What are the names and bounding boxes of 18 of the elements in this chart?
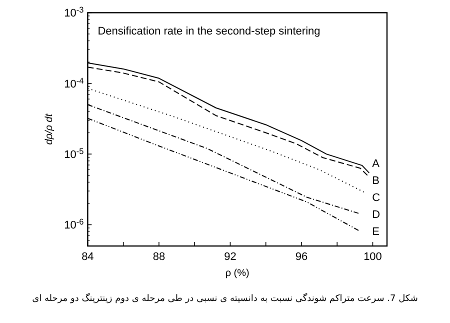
x-axis-title: ρ (%) xyxy=(225,268,250,279)
series-label: B xyxy=(372,174,380,187)
series-label: E xyxy=(372,226,380,238)
series-label: A xyxy=(372,158,380,170)
y-axis-title: dρ/ρ dt xyxy=(44,112,55,145)
x-tick-label: 84 xyxy=(82,251,94,263)
text: شکل 7. سرعت متراکم شوندگی نسبت به دانسیته ی نسبی در طی مرحله ی دوم زینترینگ دو مرحله ای xyxy=(32,292,418,304)
series-label: C xyxy=(372,192,380,204)
y-tick-label: 10$^{-4}$ xyxy=(64,76,84,90)
series-label: D xyxy=(372,208,380,221)
y-tick-label: 10$^{-6}$ xyxy=(64,217,84,232)
x-tick-label: 96 xyxy=(295,251,308,263)
x-tick-label: 100 xyxy=(364,251,382,263)
y-tick-label: 10$^{-3}$ xyxy=(64,5,84,20)
x-tick-label: 88 xyxy=(152,251,166,263)
x-tick-label: 92 xyxy=(224,251,236,263)
text: Densification rate in the second-step sintering xyxy=(98,26,320,38)
y-tick-label: 10$^{-5}$ xyxy=(64,146,84,162)
